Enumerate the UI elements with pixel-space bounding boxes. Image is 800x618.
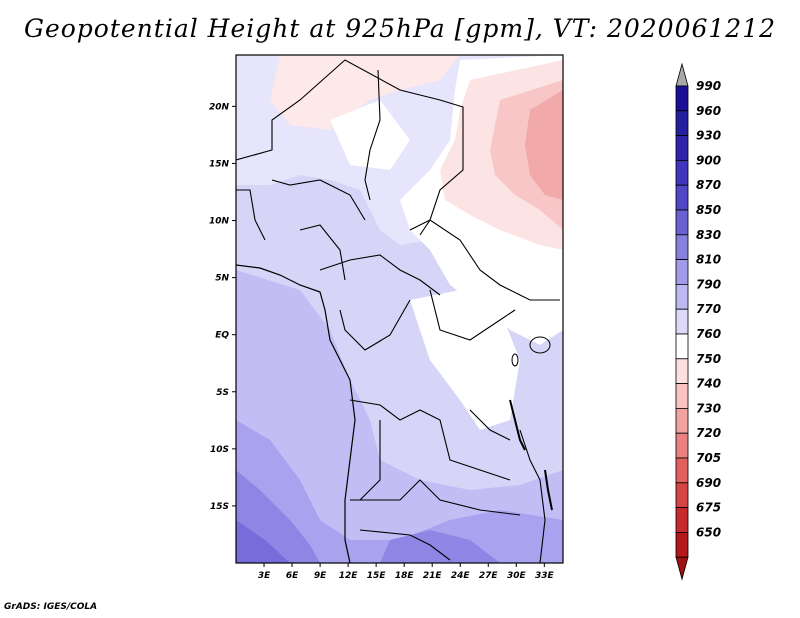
lat-tick-label: 10S [210,445,229,455]
colorbar-level-label: 900 [696,153,721,167]
longitude-axis: 3E 6E 9E 12E 15E 18E 21E 24E 27E 30E 33E [258,563,555,581]
colorbar-swatch [675,159,689,186]
colorbar-level-label: 830 [696,228,721,242]
lon-tick-label: 18E [395,571,415,581]
colorbar-swatch [675,308,689,335]
colorbar-top-arrow [675,62,689,87]
lon-tick-label: 15E [367,571,387,581]
colorbar-level-label: 790 [696,277,721,291]
colorbar-swatch [675,482,689,508]
colorbar-level-label: 720 [696,426,721,440]
colorbar-level-label: 810 [696,253,721,267]
colorbar-level-label: 770 [696,302,721,316]
lon-tick-label: 6E [286,571,299,581]
colorbar-level-label: 760 [696,327,721,341]
field-730 [525,90,563,200]
colorbar-swatch [675,135,689,161]
geopotential-field [236,55,563,563]
field-810 [236,420,563,563]
colorbar-level-label: 870 [696,178,721,192]
colorbar-swatch [675,383,689,409]
colorbar-swatch [675,283,689,310]
lon-tick-label: 3E [258,571,271,581]
field-750-north [270,55,460,130]
colorbar-level-label: 705 [696,451,721,465]
colorbar-level-label: 750 [696,352,721,366]
colorbar-level-label: 650 [696,525,721,539]
colorbar-swatch [675,333,689,360]
lat-tick-label: 5N [215,274,229,284]
colorbar-level-label: 740 [696,377,721,391]
colorbar-level-label: 730 [696,401,721,415]
field-760-north [330,100,410,170]
grads-credit: GrADS: IGES/COLA [4,602,98,612]
lat-tick-label: 15N [209,159,230,169]
colorbar-swatch [675,532,689,558]
lon-tick-label: 27E [479,571,499,581]
colorbar-swatch [675,259,689,285]
lon-tick-label: 12E [339,571,359,581]
lat-tick-label: 10N [209,217,230,227]
lake-tanganyika [509,399,526,451]
map-frame [235,54,564,564]
colorbar-level-label: 675 [696,501,721,515]
country-borders [236,59,560,563]
colorbar-swatch [675,507,689,533]
colorbar-level-label: 850 [696,203,721,217]
field-830-south [380,530,500,563]
lat-tick-label: 20N [209,102,230,112]
colorbar-level-label: 960 [696,104,721,118]
lon-tick-label: 33E [535,571,555,581]
colorbar-swatch [675,184,689,211]
colorbar-swatch [675,457,689,484]
field-790-south [236,270,563,563]
chart-title: Geopotential Height at 925hPa [gpm], VT:… [23,14,777,43]
lon-tick-label: 24E [451,571,471,581]
colorbar-swatch [675,358,689,384]
lat-tick-label: 15S [210,502,229,512]
field-850 [236,520,290,563]
lat-tick-label: 5S [216,388,229,398]
colorbar-swatch [675,110,689,137]
colorbar-swatch [675,209,689,236]
latitude-axis: 20N 15N 10N 5N EQ 5S 10S 15S [209,102,236,512]
lat-tick-label: EQ [215,331,229,341]
lake-albert [511,353,519,367]
colorbar-bottom-arrow [675,556,689,581]
colorbar-swatch [675,234,689,261]
colorbar-level-label: 690 [696,476,721,490]
lon-tick-label: 9E [314,571,327,581]
lake-victoria [529,336,551,354]
coastline [236,264,356,563]
colorbar: 990 960 930 900 870 850 830 810 790 770 760 750 740 7… [675,62,721,581]
lon-tick-label: 30E [507,571,527,581]
colorbar-swatch [675,407,689,434]
colorbar-level-label: 990 [696,79,721,93]
lon-tick-label: 21E [423,571,443,581]
lake-malawi [544,469,553,511]
colorbar-level-label: 930 [696,129,721,143]
colorbar-swatch [675,85,689,112]
colorbar-swatch [675,432,689,459]
